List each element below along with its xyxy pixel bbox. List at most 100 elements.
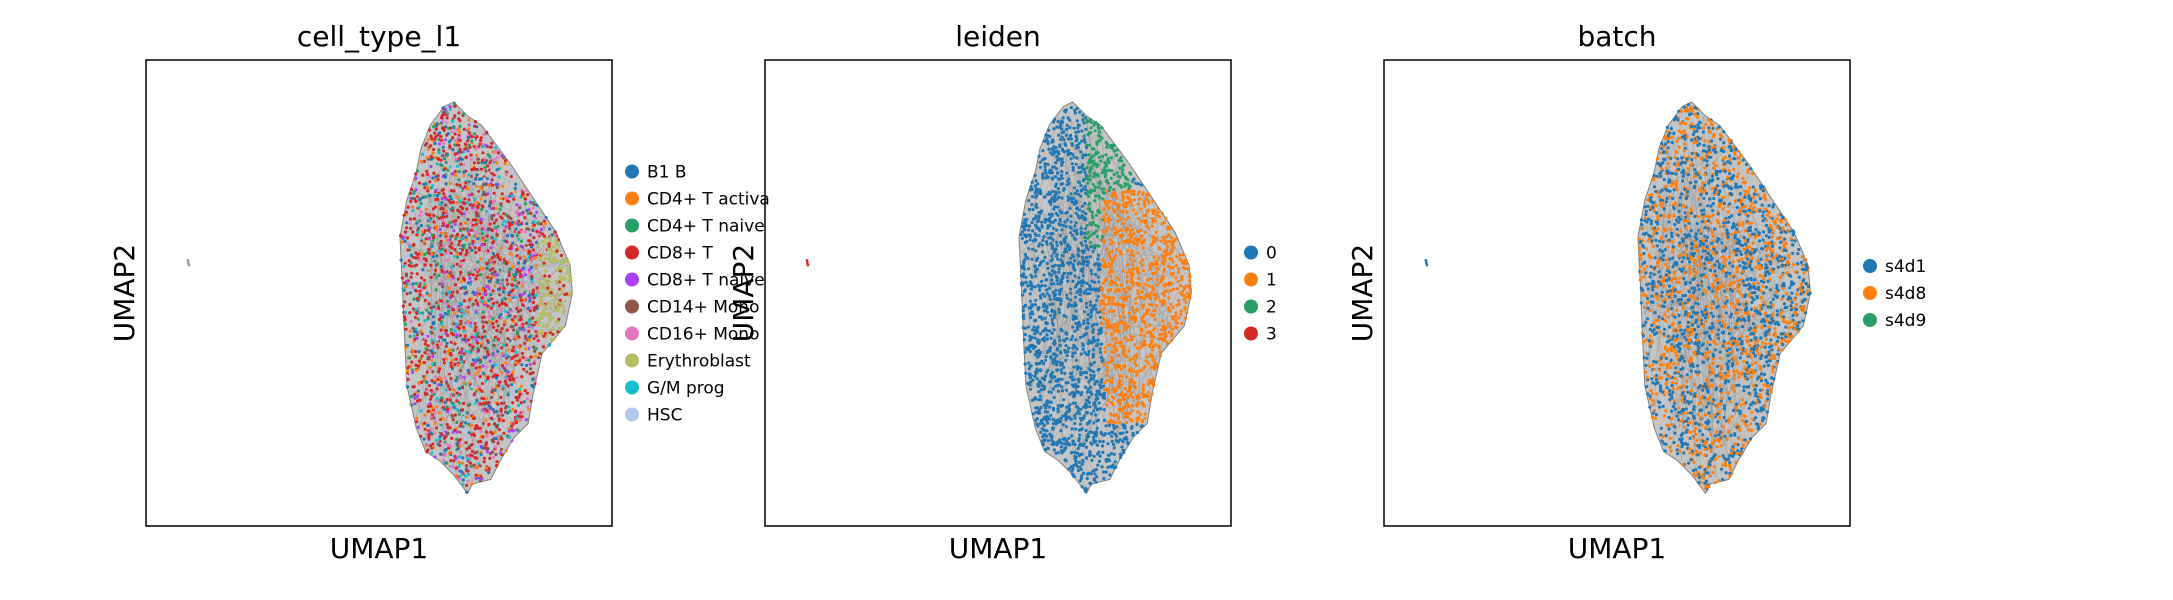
scatter-point — [446, 384, 450, 388]
scatter-point — [487, 470, 491, 475]
scatter-point — [425, 141, 429, 146]
scatter-point — [1126, 286, 1130, 290]
scatter-point — [462, 312, 466, 316]
scatter-point — [534, 240, 539, 244]
scatter-point — [483, 356, 488, 360]
scatter-point — [1093, 431, 1097, 435]
scatter-point — [1054, 247, 1058, 251]
scatter-point — [488, 222, 492, 226]
scatter-point — [542, 334, 546, 338]
scatter-point — [1076, 446, 1080, 451]
scatter-point — [456, 164, 460, 168]
scatter-point — [431, 239, 435, 243]
scatter-point — [487, 315, 491, 319]
scatter-point — [538, 311, 542, 315]
scatter-point — [484, 137, 488, 142]
scatter-point — [472, 182, 476, 186]
scatter-point — [513, 315, 517, 319]
scatter-point — [1158, 350, 1162, 354]
scatter-point — [470, 443, 474, 447]
scatter-point — [400, 240, 404, 244]
scatter-point — [447, 286, 451, 290]
legend-marker — [625, 272, 639, 287]
scatter-point — [473, 456, 477, 460]
scatter-point — [477, 246, 481, 250]
scatter-point — [544, 222, 548, 226]
scatter-point — [411, 243, 415, 247]
scatter-point — [489, 259, 493, 263]
scatter-point — [439, 342, 443, 346]
scatter-point — [475, 153, 479, 157]
scatter-point — [1111, 326, 1115, 330]
scatter-point — [1055, 279, 1059, 283]
scatter-point — [1065, 332, 1069, 336]
scatter-point — [455, 473, 459, 478]
scatter-point — [1108, 473, 1112, 477]
scatter-point — [462, 227, 466, 231]
scatter-point — [464, 382, 468, 386]
scatter-point — [1069, 231, 1073, 235]
scatter-point — [481, 225, 485, 229]
scatter-point — [467, 350, 471, 354]
scatter-point — [509, 252, 513, 256]
scatter-point — [1073, 351, 1077, 355]
scatter-point — [492, 221, 496, 225]
scatter-point — [1050, 273, 1054, 277]
scatter-point — [440, 398, 444, 402]
scatter-point — [417, 323, 422, 327]
scatter-point — [555, 306, 559, 310]
scatter-point — [443, 271, 447, 275]
scatter-point — [464, 464, 468, 468]
scatter-point — [1043, 139, 1047, 143]
scatter-point — [466, 229, 470, 233]
graph-edge — [418, 251, 495, 351]
scatter-point — [434, 188, 438, 192]
scatter-point — [434, 288, 438, 292]
scatter-point — [1074, 309, 1078, 313]
scatter-point — [1142, 334, 1146, 338]
scatter-point — [505, 196, 509, 200]
scatter-point — [549, 235, 553, 239]
scatter-point — [487, 353, 491, 357]
scatter-point — [431, 341, 435, 345]
scatter-point — [433, 326, 437, 331]
scatter-point — [1104, 331, 1108, 335]
scatter-point — [433, 455, 437, 459]
scatter-point — [455, 183, 459, 187]
scatter-point — [507, 405, 511, 409]
scatter-point — [1048, 191, 1053, 196]
scatter-point — [437, 367, 441, 371]
scatter-point — [455, 333, 459, 337]
scatter-point — [450, 225, 454, 229]
scatter-point — [428, 128, 432, 132]
scatter-point — [483, 292, 487, 296]
scatter-point — [1085, 456, 1089, 460]
scatter-point — [405, 282, 409, 286]
scatter-point — [519, 244, 523, 248]
graph-edge — [412, 295, 518, 352]
scatter-point — [1072, 229, 1076, 233]
scatter-point — [534, 347, 538, 351]
legend-label: B1 B — [647, 163, 687, 183]
scatter-point — [1054, 288, 1058, 292]
scatter-point — [494, 206, 498, 211]
scatter-point — [1117, 241, 1121, 246]
scatter-point — [501, 449, 505, 453]
scatter-point — [489, 416, 493, 420]
scatter-point — [519, 298, 524, 302]
scatter-point — [1059, 327, 1063, 331]
scatter-point — [505, 240, 509, 244]
scatter-point — [1061, 423, 1065, 427]
scatter-point — [1091, 304, 1095, 308]
scatter-point — [1122, 424, 1126, 428]
graph-edge — [408, 291, 538, 346]
scatter-point — [444, 107, 448, 112]
scatter-point — [1136, 401, 1140, 405]
scatter-point — [488, 209, 492, 213]
scatter-point — [466, 281, 471, 285]
scatter-point — [540, 252, 544, 256]
scatter-point — [554, 279, 558, 283]
scatter-point — [480, 299, 484, 304]
scatter-point — [489, 277, 493, 281]
scatter-point — [472, 156, 476, 160]
